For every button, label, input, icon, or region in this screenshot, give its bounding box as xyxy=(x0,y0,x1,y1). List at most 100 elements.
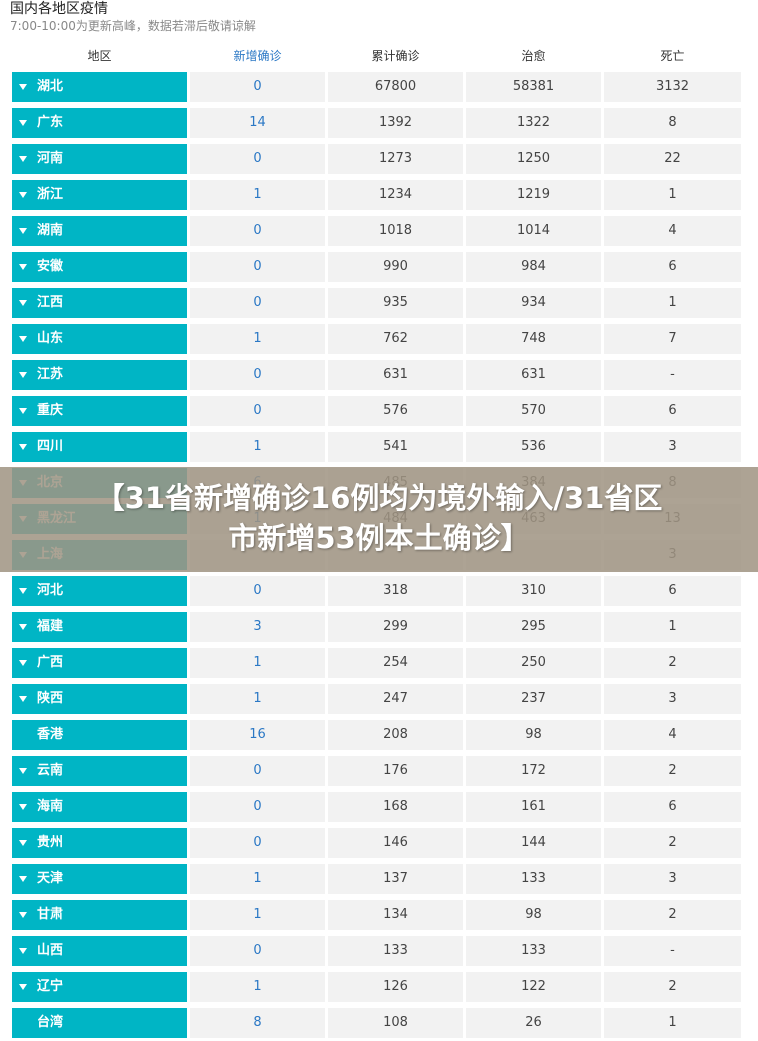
cured-cell: 1219 xyxy=(466,180,601,210)
region-toggle[interactable]: 河北 xyxy=(12,576,187,606)
region-name: 海南 xyxy=(37,799,64,814)
region-toggle[interactable]: 河南 xyxy=(12,144,187,174)
caret-down-icon xyxy=(19,876,27,882)
new-confirmed-cell: 0 xyxy=(190,360,325,390)
caret-down-icon xyxy=(19,408,27,414)
new-confirmed-cell: 1 xyxy=(190,972,325,1002)
new-confirmed-cell: 0 xyxy=(190,396,325,426)
caret-down-icon xyxy=(19,660,27,666)
deaths-cell: 1 xyxy=(604,612,741,642)
region-toggle[interactable]: 天津 xyxy=(12,864,187,894)
region-toggle: 香港 xyxy=(12,720,187,750)
region-name: 甘肃 xyxy=(37,907,64,922)
cured-cell: 570 xyxy=(466,396,601,426)
cured-cell: 1014 xyxy=(466,216,601,246)
region-name: 天津 xyxy=(37,871,64,886)
caret-down-icon xyxy=(19,624,27,630)
deaths-cell: 2 xyxy=(604,828,741,858)
region-toggle[interactable]: 广西 xyxy=(12,648,187,678)
region-toggle[interactable]: 湖南 xyxy=(12,216,187,246)
region-toggle[interactable]: 湖北 xyxy=(12,72,187,102)
new-confirmed-cell: 1 xyxy=(190,684,325,714)
region-toggle[interactable]: 安徽 xyxy=(12,252,187,282)
region-name: 山东 xyxy=(37,331,64,346)
table-row: 湖北 0 67800 58381 3132 xyxy=(12,72,741,102)
total-confirmed-cell: 1392 xyxy=(328,108,463,138)
deaths-cell: 8 xyxy=(604,108,741,138)
deaths-cell: 2 xyxy=(604,972,741,1002)
region-toggle[interactable]: 贵州 xyxy=(12,828,187,858)
region-toggle[interactable]: 甘肃 xyxy=(12,900,187,930)
deaths-cell: 6 xyxy=(604,252,741,282)
caret-down-icon xyxy=(19,948,27,954)
total-confirmed-cell: 146 xyxy=(328,828,463,858)
region-name: 云南 xyxy=(37,763,64,778)
header-deaths[interactable]: 死亡 xyxy=(660,49,685,63)
table-row: 安徽 0 990 984 6 xyxy=(12,252,741,282)
caret-down-icon xyxy=(19,840,27,846)
region-toggle[interactable]: 福建 xyxy=(12,612,187,642)
table-row: 江西 0 935 934 1 xyxy=(12,288,741,318)
region-name: 重庆 xyxy=(37,403,64,418)
deaths-cell: 1 xyxy=(604,1008,741,1038)
total-confirmed-cell: 762 xyxy=(328,324,463,354)
region-name: 河北 xyxy=(37,583,64,598)
cured-cell: 26 xyxy=(466,1008,601,1038)
cured-cell: 98 xyxy=(466,720,601,750)
cured-cell: 250 xyxy=(466,648,601,678)
total-confirmed-cell: 1273 xyxy=(328,144,463,174)
caret-down-icon xyxy=(19,228,27,234)
caret-down-icon xyxy=(19,588,27,594)
header-new-confirmed[interactable]: 新增确诊 xyxy=(233,49,282,63)
region-toggle: 台湾 xyxy=(12,1008,187,1038)
table-row: 辽宁 1 126 122 2 xyxy=(12,972,741,1002)
total-confirmed-cell: 541 xyxy=(328,432,463,462)
total-confirmed-cell: 168 xyxy=(328,792,463,822)
caret-down-icon xyxy=(19,84,27,90)
region-toggle[interactable]: 辽宁 xyxy=(12,972,187,1002)
new-confirmed-cell: 0 xyxy=(190,936,325,966)
cured-cell: 133 xyxy=(466,864,601,894)
deaths-cell: 3132 xyxy=(604,72,741,102)
deaths-cell: 6 xyxy=(604,792,741,822)
table-row: 海南 0 168 161 6 xyxy=(12,792,741,822)
table-row: 贵州 0 146 144 2 xyxy=(12,828,741,858)
cured-cell: 133 xyxy=(466,936,601,966)
cured-cell: 1322 xyxy=(466,108,601,138)
region-toggle[interactable]: 海南 xyxy=(12,792,187,822)
region-toggle[interactable]: 山西 xyxy=(12,936,187,966)
new-confirmed-cell: 3 xyxy=(190,612,325,642)
new-confirmed-cell: 1 xyxy=(190,324,325,354)
region-toggle[interactable]: 江苏 xyxy=(12,360,187,390)
deaths-cell: 7 xyxy=(604,324,741,354)
region-toggle[interactable]: 浙江 xyxy=(12,180,187,210)
new-confirmed-cell: 1 xyxy=(190,648,325,678)
region-name: 福建 xyxy=(37,619,64,634)
table-row: 重庆 0 576 570 6 xyxy=(12,396,741,426)
cured-cell: 1250 xyxy=(466,144,601,174)
region-toggle[interactable]: 广东 xyxy=(12,108,187,138)
region-toggle[interactable]: 重庆 xyxy=(12,396,187,426)
region-toggle[interactable]: 江西 xyxy=(12,288,187,318)
caret-down-icon xyxy=(19,984,27,990)
cured-cell: 934 xyxy=(466,288,601,318)
header-total-confirmed[interactable]: 累计确诊 xyxy=(371,49,420,63)
table-row: 广西 1 254 250 2 xyxy=(12,648,741,678)
region-toggle[interactable]: 山东 xyxy=(12,324,187,354)
table-row: 台湾 8 108 26 1 xyxy=(12,1008,741,1038)
total-confirmed-cell: 318 xyxy=(328,576,463,606)
deaths-cell: - xyxy=(604,360,741,390)
total-confirmed-cell: 134 xyxy=(328,900,463,930)
deaths-cell: 4 xyxy=(604,720,741,750)
total-confirmed-cell: 208 xyxy=(328,720,463,750)
region-toggle[interactable]: 四川 xyxy=(12,432,187,462)
table-row: 山西 0 133 133- xyxy=(12,936,741,966)
cured-cell: 161 xyxy=(466,792,601,822)
region-toggle[interactable]: 云南 xyxy=(12,756,187,786)
total-confirmed-cell: 247 xyxy=(328,684,463,714)
new-confirmed-cell: 0 xyxy=(190,144,325,174)
total-confirmed-cell: 133 xyxy=(328,936,463,966)
region-toggle[interactable]: 陕西 xyxy=(12,684,187,714)
region-name: 安徽 xyxy=(37,259,64,274)
header-cured[interactable]: 治愈 xyxy=(521,49,546,63)
